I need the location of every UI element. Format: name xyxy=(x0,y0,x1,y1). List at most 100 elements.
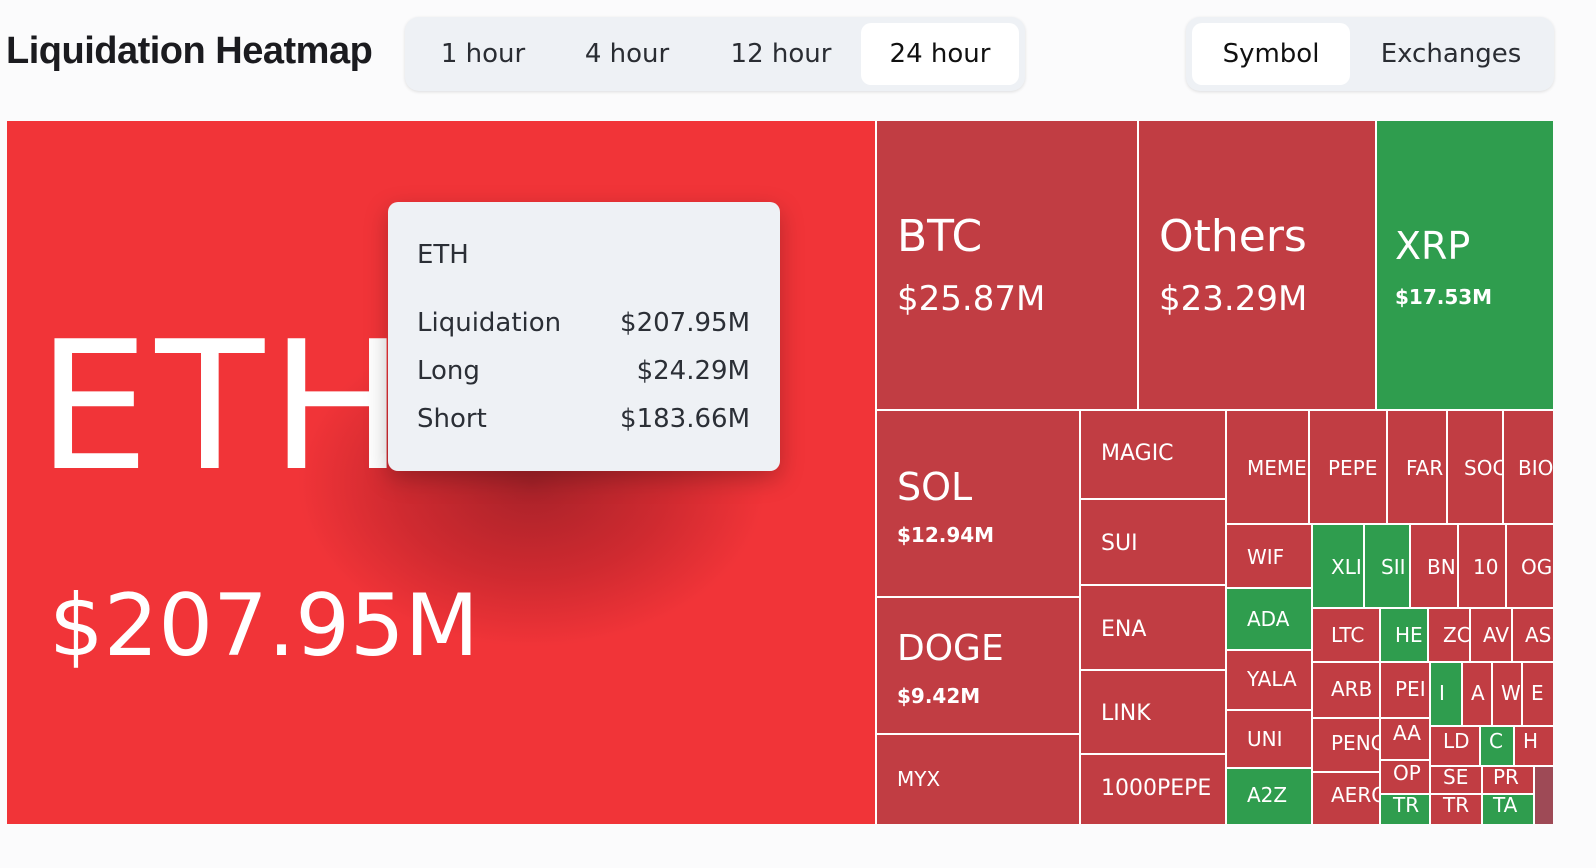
tile-symbol: DOGE xyxy=(897,628,1004,669)
tile-i[interactable]: I xyxy=(1431,663,1463,727)
tile-doge[interactable]: DOGE $9.42M xyxy=(877,598,1081,735)
tile-aa[interactable]: AA xyxy=(1381,719,1431,761)
tooltip-label: Short xyxy=(417,404,487,434)
tile-10[interactable]: 10 xyxy=(1459,525,1507,609)
tile-he[interactable]: HE xyxy=(1381,609,1429,663)
tile-symbol: A2Z xyxy=(1247,783,1288,807)
tile-symbol: LD xyxy=(1443,729,1470,753)
tile-symbol: PR xyxy=(1493,767,1519,789)
tile-zc[interactable]: ZC xyxy=(1429,609,1471,663)
tooltip-eth: ETH Liquidation $207.95M Long $24.29M Sh… xyxy=(388,202,780,471)
tile-se[interactable]: SE xyxy=(1431,767,1483,795)
tile-symbol: ADA xyxy=(1247,607,1290,631)
tile-a2z[interactable]: A2Z xyxy=(1227,769,1313,824)
tile-symbol: C xyxy=(1489,729,1503,753)
tile-symbol: SE xyxy=(1443,767,1469,789)
tile-symbol: I xyxy=(1439,681,1445,705)
tile-symbol: MAGIC xyxy=(1101,441,1174,466)
tile-og[interactable]: OG xyxy=(1507,525,1553,609)
tile-pr[interactable]: PR xyxy=(1483,767,1535,795)
tile-symbol: TR xyxy=(1393,795,1420,817)
tile-w[interactable]: W xyxy=(1493,663,1523,727)
tile-symbol: XRP xyxy=(1395,224,1471,268)
tile-magic[interactable]: MAGIC xyxy=(1081,411,1227,500)
tile-sui[interactable]: SUI xyxy=(1081,500,1227,586)
tile-value: $25.87M xyxy=(897,279,1046,319)
tooltip-row-long: Long $24.29M xyxy=(417,356,750,386)
tile-symbol: OG xyxy=(1521,555,1553,579)
tile-far[interactable]: FAR xyxy=(1388,411,1448,525)
tile-symbol: MEME xyxy=(1247,456,1307,480)
tile-unlabeled[interactable] xyxy=(1535,767,1553,824)
tile-tr[interactable]: TR xyxy=(1431,795,1483,824)
tile-c[interactable]: C xyxy=(1481,727,1515,767)
tab-12-hour[interactable]: 12 hour xyxy=(730,39,832,69)
tile-uni[interactable]: UNI xyxy=(1227,711,1313,769)
tile-peng[interactable]: PENG xyxy=(1313,719,1381,773)
tile-a[interactable]: A xyxy=(1463,663,1493,727)
tab-4-hour[interactable]: 4 hour xyxy=(584,39,670,69)
tile-btc[interactable]: BTC $25.87M xyxy=(877,121,1139,411)
tile-value: $17.53M xyxy=(1395,285,1493,309)
tile-e[interactable]: E xyxy=(1523,663,1553,727)
tile-symbol: SOC xyxy=(1464,456,1504,480)
tile-ta[interactable]: TA xyxy=(1483,795,1535,824)
tile-symbol: BN xyxy=(1427,555,1456,579)
tooltip-row-short: Short $183.66M xyxy=(417,404,750,434)
tile-as[interactable]: AS xyxy=(1513,609,1553,663)
tile-sii[interactable]: SII xyxy=(1365,525,1411,609)
tile-symbol: AERO xyxy=(1331,783,1379,807)
tooltip-label: Liquidation xyxy=(417,308,562,338)
tile-symbol: UNI xyxy=(1247,727,1283,751)
tab-24-hour[interactable]: 24 hour xyxy=(861,23,1019,85)
tile-others[interactable]: Others $23.29M xyxy=(1139,121,1377,411)
tile-xli[interactable]: XLI xyxy=(1313,525,1365,609)
tile-symbol: HE xyxy=(1395,623,1423,647)
tile-symbol: TR xyxy=(1443,795,1470,817)
tile-symbol: H xyxy=(1523,729,1539,753)
tile-link[interactable]: LINK xyxy=(1081,671,1227,755)
tile-symbol: SOL xyxy=(897,465,973,509)
tile-sol[interactable]: SOL $12.94M xyxy=(877,411,1081,598)
tile-pei[interactable]: PEI xyxy=(1381,663,1431,719)
tooltip-value: $183.66M xyxy=(620,404,750,434)
tab-exchanges[interactable]: Exchanges xyxy=(1380,39,1522,69)
tile-ld[interactable]: LD xyxy=(1431,727,1481,767)
tooltip-label: Long xyxy=(417,356,480,386)
tile-pepe[interactable]: PEPE xyxy=(1310,411,1388,525)
tile-bio[interactable]: BIO xyxy=(1504,411,1553,525)
tile-wif[interactable]: WIF xyxy=(1227,525,1313,589)
tile-bn[interactable]: BN xyxy=(1411,525,1459,609)
tile-symbol: BIO xyxy=(1518,456,1553,480)
tile-value: $207.95M xyxy=(49,576,479,676)
tile-yala[interactable]: YALA xyxy=(1227,651,1313,711)
tile-ltc[interactable]: LTC xyxy=(1313,609,1381,663)
tile-symbol: 10 xyxy=(1473,555,1499,579)
tile-symbol: SII xyxy=(1381,555,1406,579)
tile-symbol: SUI xyxy=(1101,531,1138,556)
tile-op[interactable]: OP xyxy=(1381,761,1431,795)
tile-myx[interactable]: MYX xyxy=(877,735,1081,824)
tile-av[interactable]: AV xyxy=(1471,609,1513,663)
tile-symbol: A xyxy=(1471,681,1485,705)
tile-soc[interactable]: SOC xyxy=(1448,411,1504,525)
tile-h[interactable]: H xyxy=(1515,727,1553,767)
tooltip-value: $207.95M xyxy=(620,308,750,338)
tile-xrp[interactable]: XRP $17.53M xyxy=(1377,121,1553,411)
tile-1000pepe[interactable]: 1000PEPE xyxy=(1081,755,1227,824)
tile-symbol: MYX xyxy=(897,767,941,791)
tooltip-value: $24.29M xyxy=(636,356,750,386)
tile-symbol: LTC xyxy=(1331,623,1365,647)
tile-ena[interactable]: ENA xyxy=(1081,586,1227,671)
tile-value: $23.29M xyxy=(1159,279,1308,319)
tile-ada[interactable]: ADA xyxy=(1227,589,1313,651)
tab-1-hour[interactable]: 1 hour xyxy=(440,39,526,69)
tile-tr[interactable]: TR xyxy=(1381,795,1431,824)
tile-symbol: ARB xyxy=(1331,677,1373,701)
tile-symbol: WIF xyxy=(1247,545,1285,569)
page-title: Liquidation Heatmap xyxy=(6,30,373,72)
tab-symbol[interactable]: Symbol xyxy=(1192,23,1350,85)
tile-arb[interactable]: ARB xyxy=(1313,663,1381,719)
tile-aero[interactable]: AERO xyxy=(1313,773,1381,824)
tile-meme[interactable]: MEME xyxy=(1227,411,1310,525)
